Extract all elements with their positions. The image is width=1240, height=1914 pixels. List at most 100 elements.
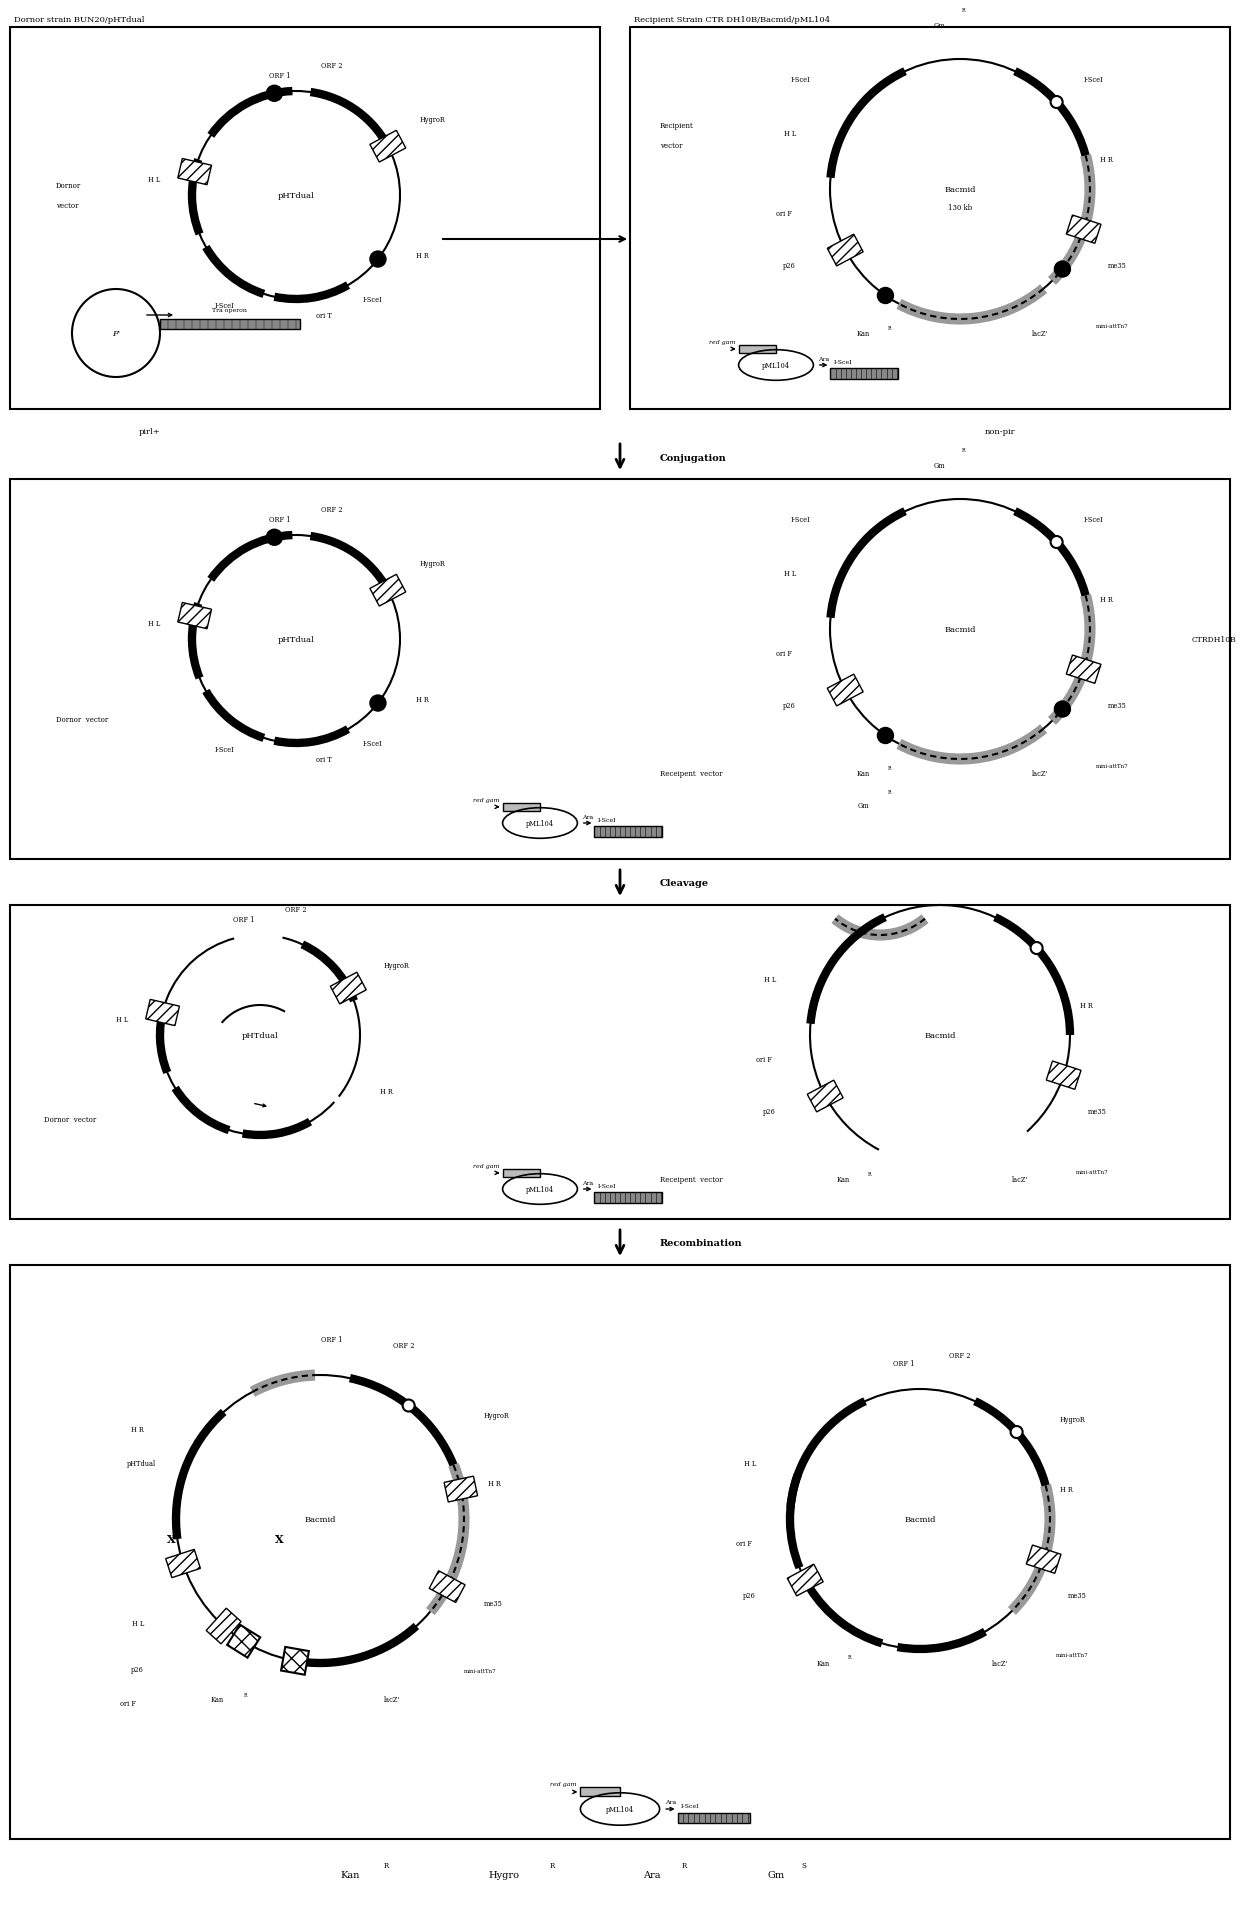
Bar bbox=[429, 1571, 465, 1602]
Text: pHTdual: pHTdual bbox=[242, 1032, 278, 1039]
Text: me35: me35 bbox=[484, 1600, 503, 1608]
Text: R: R bbox=[868, 1171, 872, 1175]
Bar bbox=[444, 1476, 477, 1502]
Text: F': F' bbox=[112, 329, 120, 339]
Circle shape bbox=[878, 289, 894, 304]
Bar bbox=[502, 804, 539, 812]
Circle shape bbox=[1050, 536, 1063, 549]
Bar bbox=[827, 676, 863, 706]
Text: ori F: ori F bbox=[776, 649, 792, 658]
Bar bbox=[145, 999, 180, 1026]
Text: p26: p26 bbox=[131, 1665, 144, 1673]
Text: pHTdual: pHTdual bbox=[126, 1458, 156, 1468]
Text: HygroR: HygroR bbox=[484, 1411, 510, 1420]
Text: R: R bbox=[681, 1860, 687, 1870]
Text: ori T: ori T bbox=[316, 756, 332, 764]
Text: ORF 1: ORF 1 bbox=[233, 915, 254, 924]
Bar bbox=[1066, 216, 1101, 245]
Circle shape bbox=[176, 1376, 464, 1663]
Text: R: R bbox=[962, 8, 966, 13]
Text: I-SceI: I-SceI bbox=[362, 739, 382, 748]
Bar bbox=[787, 1564, 823, 1596]
Text: CTRDH10B: CTRDH10B bbox=[1192, 635, 1236, 643]
Text: Cleavage: Cleavage bbox=[660, 879, 709, 888]
Text: I-SceI: I-SceI bbox=[215, 746, 234, 754]
Text: mini-attTn7: mini-attTn7 bbox=[1096, 323, 1128, 329]
Text: ORF 2: ORF 2 bbox=[285, 905, 306, 913]
Text: me35: me35 bbox=[1109, 702, 1127, 710]
Text: Bacmid: Bacmid bbox=[944, 186, 976, 193]
Text: Bacmid: Bacmid bbox=[904, 1516, 936, 1524]
Bar bbox=[227, 1625, 260, 1658]
Text: R: R bbox=[383, 1860, 388, 1870]
Text: H L: H L bbox=[148, 176, 160, 184]
Circle shape bbox=[192, 92, 401, 300]
Text: vector: vector bbox=[660, 142, 682, 149]
Text: I-SceI: I-SceI bbox=[1084, 77, 1104, 84]
Text: H L: H L bbox=[784, 570, 796, 578]
Text: pML104: pML104 bbox=[761, 362, 790, 369]
Text: HygroR: HygroR bbox=[384, 961, 410, 970]
Text: lacZ': lacZ' bbox=[1012, 1175, 1028, 1183]
Text: R: R bbox=[244, 1692, 248, 1698]
Text: red gam: red gam bbox=[709, 339, 735, 345]
Text: R: R bbox=[888, 789, 892, 794]
Text: R: R bbox=[962, 448, 966, 452]
Text: Recipient: Recipient bbox=[660, 122, 693, 130]
Text: H L: H L bbox=[764, 976, 776, 984]
Circle shape bbox=[830, 500, 1090, 760]
Text: Bacmid: Bacmid bbox=[924, 1032, 956, 1039]
Bar bbox=[10, 1265, 1230, 1839]
Text: H L: H L bbox=[784, 130, 796, 138]
Text: pHTdual: pHTdual bbox=[278, 635, 315, 643]
Text: HygroR: HygroR bbox=[420, 559, 446, 568]
Text: ori F: ori F bbox=[776, 211, 792, 218]
Text: Bacmid: Bacmid bbox=[304, 1516, 336, 1524]
Text: me35: me35 bbox=[1109, 262, 1127, 270]
Text: Receipent  vector: Receipent vector bbox=[660, 1175, 723, 1183]
Bar bbox=[580, 1788, 620, 1797]
Text: R: R bbox=[888, 325, 892, 331]
Text: I-SceI: I-SceI bbox=[681, 1803, 699, 1809]
Bar bbox=[630, 29, 1230, 410]
Circle shape bbox=[267, 530, 283, 545]
Text: Kan: Kan bbox=[211, 1696, 224, 1703]
Text: ORF 1: ORF 1 bbox=[893, 1359, 915, 1367]
Circle shape bbox=[267, 86, 283, 101]
Text: HygroR: HygroR bbox=[420, 117, 446, 124]
Text: Ara: Ara bbox=[644, 1870, 661, 1880]
Text: H R: H R bbox=[489, 1480, 501, 1487]
Text: p26: p26 bbox=[784, 702, 796, 710]
Text: mini-attTn7: mini-attTn7 bbox=[1056, 1652, 1089, 1658]
Text: red gam: red gam bbox=[551, 1782, 577, 1786]
Bar bbox=[831, 369, 899, 379]
Text: R: R bbox=[848, 1654, 852, 1659]
Text: ORF 2: ORF 2 bbox=[950, 1351, 971, 1359]
Text: X: X bbox=[167, 1533, 176, 1545]
Circle shape bbox=[1050, 98, 1063, 109]
Text: ori F: ori F bbox=[120, 1700, 136, 1707]
Text: ORF 1: ORF 1 bbox=[269, 515, 290, 524]
Text: R: R bbox=[888, 766, 892, 769]
Text: H L: H L bbox=[744, 1458, 756, 1468]
Bar bbox=[370, 132, 405, 163]
Text: I-SceI: I-SceI bbox=[790, 77, 810, 84]
Bar bbox=[10, 905, 1230, 1219]
Text: Recombination: Recombination bbox=[660, 1238, 743, 1248]
Text: Kan: Kan bbox=[837, 1175, 849, 1183]
Text: Conjugation: Conjugation bbox=[660, 454, 727, 463]
Text: p26: p26 bbox=[743, 1591, 756, 1600]
Text: pML104: pML104 bbox=[526, 819, 554, 827]
Text: Tra operon: Tra operon bbox=[212, 308, 247, 312]
Text: Gm: Gm bbox=[768, 1870, 785, 1880]
Text: H R: H R bbox=[379, 1087, 393, 1095]
Circle shape bbox=[1011, 1426, 1023, 1437]
Text: ORF 2: ORF 2 bbox=[321, 61, 342, 71]
Text: I-SceI: I-SceI bbox=[215, 302, 234, 310]
Circle shape bbox=[403, 1399, 414, 1413]
Text: I-SceI: I-SceI bbox=[362, 297, 382, 304]
Text: me35: me35 bbox=[1068, 1591, 1087, 1600]
Text: p26: p26 bbox=[784, 262, 796, 270]
Text: Hygro: Hygro bbox=[489, 1870, 520, 1880]
Text: ori F: ori F bbox=[737, 1539, 751, 1547]
